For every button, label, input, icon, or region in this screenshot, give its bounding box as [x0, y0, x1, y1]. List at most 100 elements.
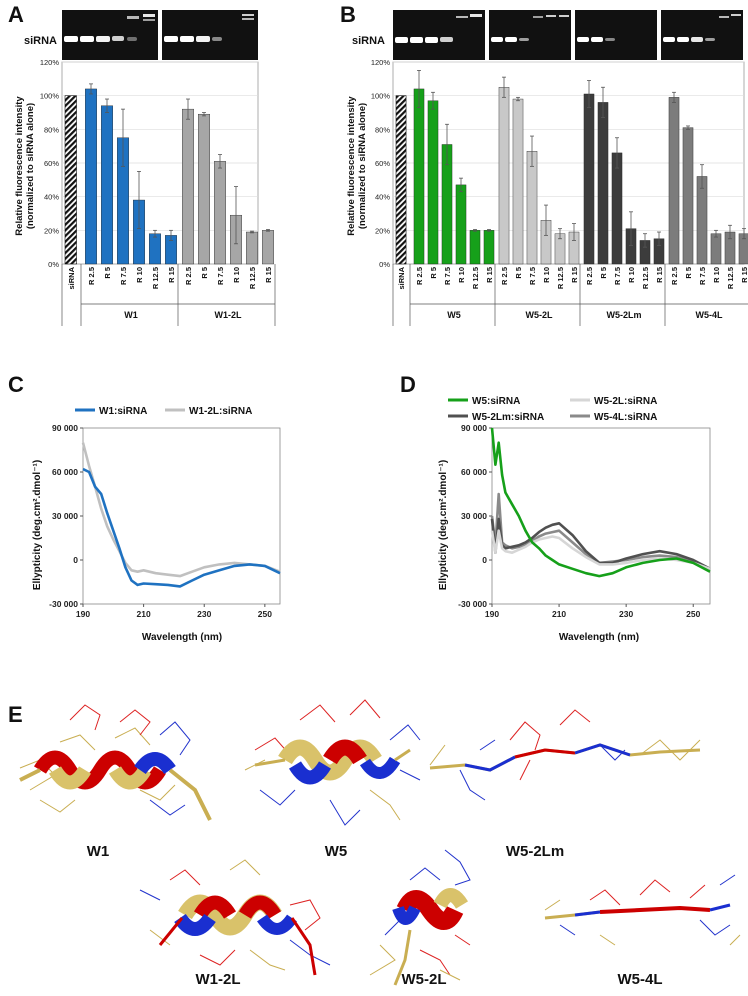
- category-label: R 10: [627, 267, 636, 283]
- group-label: W5-2Lm: [606, 310, 641, 320]
- y-tick-label: 40%: [44, 193, 59, 202]
- bar-chart-b: 0% 20% 40% 60% 80% 100% 120% siRNA R 2.5 R 5 R 7.5…: [371, 58, 748, 326]
- category-label: siRNA: [67, 266, 76, 289]
- structure-label-w5-2l: W5-2L: [402, 971, 447, 988]
- y-tick-label: 60%: [375, 159, 390, 168]
- bar: [483, 230, 495, 265]
- y-tick-label: 30 000: [52, 511, 78, 521]
- y-tick-label: 100%: [371, 92, 391, 101]
- bar: [214, 161, 226, 265]
- structure-w1: [19, 704, 212, 821]
- category-label: R 12.5: [248, 267, 257, 289]
- y-tick-label: 90 000: [461, 423, 487, 433]
- bar: [149, 233, 161, 265]
- panel-letter-a: A: [8, 2, 24, 27]
- category-label: R 10: [542, 267, 551, 283]
- bar: [512, 98, 524, 265]
- category-label: R 15: [264, 267, 273, 283]
- category-label: R 10: [232, 267, 241, 283]
- category-label: R 12.5: [151, 267, 160, 289]
- legend-label: W1:siRNA: [99, 406, 147, 417]
- category-label: R 7.5: [216, 267, 225, 285]
- cd-chart-d: -30 000 0 30 000 60 000 90 000 190 210 230 250 W5…: [448, 396, 711, 619]
- bar: [611, 152, 623, 265]
- legend-label: W5-4L:siRNA: [594, 412, 657, 423]
- y-tick-label: 60%: [44, 159, 59, 168]
- bar-reference: [395, 95, 407, 265]
- plot-frame: [491, 427, 711, 605]
- x-tick-label: 230: [619, 609, 633, 619]
- bar: [526, 151, 538, 265]
- structure-label-w1: W1: [87, 843, 110, 860]
- group-label: W5: [447, 310, 461, 320]
- panel-letter-d: D: [400, 372, 416, 397]
- category-label: R 15: [570, 267, 579, 283]
- bar: [246, 231, 258, 265]
- x-tick-label: 230: [197, 609, 211, 619]
- y-tick-label: 40%: [375, 193, 390, 202]
- structure-w1-2l: [139, 859, 331, 976]
- bar: [682, 127, 694, 265]
- x-tick-label: 210: [137, 609, 151, 619]
- x-tick-label: 250: [686, 609, 700, 619]
- category-label: R 10: [457, 267, 466, 283]
- category-label: R 5: [103, 267, 112, 279]
- series-line: [490, 492, 711, 570]
- legend-label: W5:siRNA: [472, 396, 520, 407]
- group-label: W1-2L: [215, 310, 243, 320]
- group-label: W5-2L: [526, 310, 554, 320]
- category-label: R 15: [740, 267, 748, 283]
- bar: [583, 93, 595, 265]
- bar: [198, 113, 210, 265]
- category-label: R 15: [655, 267, 664, 283]
- category-label: R 2.5: [184, 267, 193, 285]
- cd-d-ylabel: Ellypticity (deg.cm².dmol⁻¹): [438, 460, 449, 590]
- group-label: W5-4L: [696, 310, 724, 320]
- cd-c-ylabel: Ellypticity (deg.cm².dmol⁻¹): [32, 460, 43, 590]
- category-label: R 10: [135, 267, 144, 283]
- y-tick-label: 20%: [375, 226, 390, 235]
- x-tick-label: 190: [485, 609, 499, 619]
- gel-image-a: [62, 10, 258, 60]
- category-label: R 2.5: [500, 267, 509, 285]
- category-label: R 7.5: [528, 267, 537, 285]
- y-tick-label: -30 000: [49, 599, 78, 609]
- category-label: R 7.5: [698, 267, 707, 285]
- bar: [262, 230, 274, 265]
- bar: [427, 100, 439, 265]
- bar-b-ylabel-2: (normalized to siRNA alone): [357, 103, 368, 229]
- bar: [455, 184, 467, 265]
- y-tick-label: 100%: [40, 92, 60, 101]
- y-tick-label: 30 000: [461, 511, 487, 521]
- y-tick-label: 0%: [48, 260, 59, 269]
- y-tick-label: 0: [482, 555, 487, 565]
- cd-d-xlabel: Wavelength (nm): [559, 632, 639, 643]
- category-label: R 5: [599, 267, 608, 279]
- group-label: W1: [124, 310, 138, 320]
- bar: [413, 88, 425, 265]
- gel-label-a: siRNA: [24, 35, 57, 47]
- bar-a-ylabel-2: (normalized to siRNA alone): [25, 103, 36, 229]
- category-label: R 5: [514, 267, 523, 279]
- category-label: R 5: [429, 267, 438, 279]
- structure-w5-2l: [369, 849, 471, 986]
- bar-a-ylabel-1: Relative fluorescence intensity: [14, 96, 25, 236]
- structure-w5-2lm: [429, 709, 701, 801]
- category-label: R 12.5: [471, 267, 480, 289]
- y-tick-label: 60 000: [461, 467, 487, 477]
- category-label: R 15: [485, 267, 494, 283]
- legend-label: W5-2Lm:siRNA: [472, 412, 544, 423]
- bar: [469, 230, 481, 265]
- x-tick-label: 210: [552, 609, 566, 619]
- gel-label-b: siRNA: [352, 35, 385, 47]
- category-label: R 2.5: [87, 267, 96, 285]
- structure-label-w5-2lm: W5-2Lm: [506, 843, 564, 860]
- bar-b-ylabel-1: Relative fluorescence intensity: [346, 96, 357, 236]
- cd-c-xlabel: Wavelength (nm): [142, 632, 222, 643]
- bar-reference: [64, 95, 77, 265]
- structure-label-w5: W5: [325, 843, 348, 860]
- series-line: [490, 529, 711, 571]
- series-line: [490, 517, 711, 570]
- bar: [668, 97, 680, 265]
